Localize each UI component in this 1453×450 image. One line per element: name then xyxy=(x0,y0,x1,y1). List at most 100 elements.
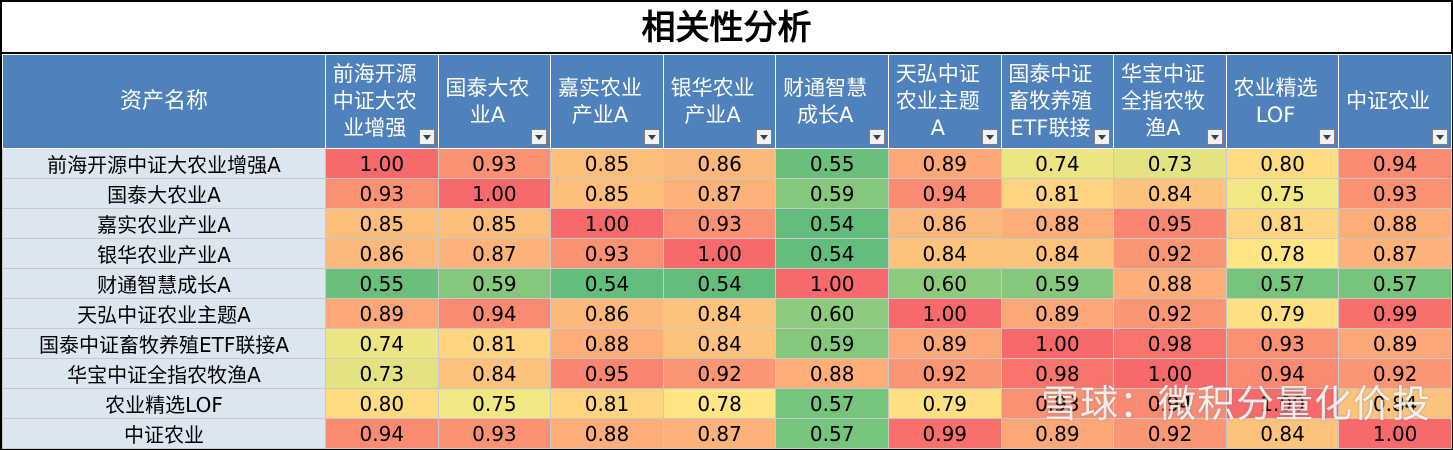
heatmap-cell: 0.84 xyxy=(1338,388,1452,419)
heatmap-cell: 0.92 xyxy=(662,358,777,389)
table-row: 银华农业产业A 0.86 0.87 0.93 1.00 0.54 0.84 0.84 0.92 0… xyxy=(2,238,1452,269)
asset-name-header: 资产名称 xyxy=(2,54,326,149)
row-label: 农业精选LOF xyxy=(2,388,326,419)
heatmap-cell: 0.84 xyxy=(887,238,1002,269)
heatmap-cell: 0.80 xyxy=(1225,148,1340,179)
heatmap-cell: 0.88 xyxy=(550,418,664,449)
filter-dropdown-icon[interactable] xyxy=(418,129,435,145)
heatmap-cell: 0.92 xyxy=(887,358,1002,389)
heatmap-cell: 0.59 xyxy=(775,328,889,359)
heatmap-cell: 0.87 xyxy=(662,178,777,209)
heatmap-cell: 0.60 xyxy=(887,268,1002,299)
column-header: 国泰中证畜牧养殖ETF联接 xyxy=(1000,54,1115,149)
heatmap-cell: 0.86 xyxy=(662,148,777,179)
column-header: 国泰大农业A xyxy=(437,54,552,149)
heatmap-cell: 0.87 xyxy=(1338,238,1452,269)
heatmap-cell: 0.74 xyxy=(325,328,439,359)
heatmap-cell: 0.86 xyxy=(325,238,439,269)
heatmap-cell: 0.89 xyxy=(1000,418,1115,449)
heatmap-cell: 1.00 xyxy=(437,178,552,209)
filter-dropdown-icon[interactable] xyxy=(868,129,885,145)
heatmap-cell: 0.89 xyxy=(325,298,439,329)
row-label: 前海开源中证大农业增强A xyxy=(2,148,326,179)
heatmap-cell: 0.98 xyxy=(1113,328,1227,359)
column-header-label: 国泰中证畜牧养殖ETF联接 xyxy=(1008,62,1093,140)
filter-dropdown-icon[interactable] xyxy=(531,129,548,145)
filter-dropdown-icon[interactable] xyxy=(1206,129,1223,145)
heatmap-cell: 0.93 xyxy=(662,208,777,239)
heatmap-cell: 0.93 xyxy=(437,148,552,179)
heatmap-cell: 0.55 xyxy=(325,268,439,299)
heatmap-cell: 0.79 xyxy=(887,388,1002,419)
heatmap-cell: 0.57 xyxy=(1225,268,1340,299)
filter-dropdown-icon[interactable] xyxy=(981,129,998,145)
heatmap-cell: 0.94 xyxy=(1225,358,1340,389)
heatmap-cell: 0.86 xyxy=(550,298,664,329)
heatmap-cell: 0.84 xyxy=(662,328,777,359)
heatmap-cell: 0.84 xyxy=(1113,178,1227,209)
table-row: 财通智慧成长A 0.55 0.59 0.54 0.54 1.00 0.60 0.59 0.88 0… xyxy=(2,268,1452,299)
heatmap-cell: 0.93 xyxy=(325,178,439,209)
table-row: 嘉实农业产业A 0.85 0.85 1.00 0.93 0.54 0.86 0.88 0.95 0… xyxy=(2,208,1452,239)
filter-dropdown-icon[interactable] xyxy=(1094,129,1111,145)
heatmap-cell: 0.84 xyxy=(1225,418,1340,449)
heatmap-cell: 0.59 xyxy=(437,268,552,299)
table-row: 国泰中证畜牧养殖ETF联接A 0.74 0.81 0.88 0.84 0.59 0.89 1.… xyxy=(2,328,1452,359)
heatmap-cell: 0.81 xyxy=(437,328,552,359)
heatmap-cell: 1.00 xyxy=(1113,358,1227,389)
heatmap-cell: 0.73 xyxy=(325,358,439,389)
column-header: 华宝中证全指农牧渔A xyxy=(1113,54,1227,149)
column-header-label: 财通智慧成长A xyxy=(783,75,868,127)
heatmap-cell: 0.94 xyxy=(887,178,1002,209)
row-label: 财通智慧成长A xyxy=(2,268,326,299)
heatmap-cell: 0.78 xyxy=(662,388,777,419)
table-row: 农业精选LOF 0.80 0.75 0.81 0.78 0.57 0.79 0.93 0.94 1… xyxy=(2,388,1452,419)
heatmap-cell: 1.00 xyxy=(1338,418,1452,449)
table-row: 华宝中证全指农牧渔A 0.73 0.84 0.95 0.92 0.88 0.92 0.98 1.… xyxy=(2,358,1452,389)
heatmap-cell: 0.89 xyxy=(887,148,1002,179)
column-header-label: 农业精选LOF xyxy=(1233,75,1318,127)
heatmap-cell: 0.80 xyxy=(325,388,439,419)
heatmap-cell: 0.74 xyxy=(1000,148,1115,179)
heatmap-cell: 0.94 xyxy=(437,298,552,329)
table-row: 天弘中证农业主题A 0.89 0.94 0.86 0.84 0.60 1.00 0.89 0.9… xyxy=(2,298,1452,329)
column-header-label: 嘉实农业产业A xyxy=(557,75,642,127)
heatmap-cell: 0.88 xyxy=(550,328,664,359)
column-header-label: 国泰大农业A xyxy=(445,75,530,127)
heatmap-cell: 0.94 xyxy=(1113,388,1227,419)
row-label: 嘉实农业产业A xyxy=(2,208,326,239)
filter-dropdown-icon[interactable] xyxy=(1431,129,1448,145)
column-header: 天弘中证农业主题A xyxy=(887,54,1002,149)
heatmap-cell: 0.88 xyxy=(1113,268,1227,299)
heatmap-cell: 1.00 xyxy=(887,298,1002,329)
heatmap-cell: 0.95 xyxy=(550,358,664,389)
heatmap-cell: 0.89 xyxy=(887,328,1002,359)
heatmap-cell: 0.93 xyxy=(437,418,552,449)
column-header-label: 华宝中证全指农牧渔A xyxy=(1120,62,1205,140)
filter-dropdown-icon[interactable] xyxy=(643,129,660,145)
column-header: 银华农业产业A xyxy=(662,54,777,149)
heatmap-cell: 0.89 xyxy=(1000,298,1115,329)
heatmap-cell: 0.92 xyxy=(1338,358,1452,389)
heatmap-cell: 0.57 xyxy=(775,418,889,449)
row-label: 国泰中证畜牧养殖ETF联接A xyxy=(2,328,326,359)
heatmap-cell: 0.84 xyxy=(1000,238,1115,269)
row-label: 中证农业 xyxy=(2,418,326,449)
filter-dropdown-icon[interactable] xyxy=(1319,129,1336,145)
heatmap-cell: 1.00 xyxy=(1225,388,1340,419)
page-title: 相关性分析 xyxy=(2,2,1451,54)
header-row: 资产名称 前海开源中证大农业增强 国泰大农业A 嘉实农业产业A 银华农业产业A 财通智慧… xyxy=(2,54,1452,149)
heatmap-cell: 0.85 xyxy=(437,208,552,239)
heatmap-cell: 0.88 xyxy=(775,358,889,389)
column-header: 财通智慧成长A xyxy=(775,54,889,149)
heatmap-cell: 0.55 xyxy=(775,148,889,179)
heatmap-cell: 0.79 xyxy=(1225,298,1340,329)
heatmap-cell: 0.85 xyxy=(550,178,664,209)
heatmap-cell: 0.95 xyxy=(1113,208,1227,239)
heatmap-cell: 0.85 xyxy=(325,208,439,239)
heatmap-cell: 1.00 xyxy=(325,148,439,179)
heatmap-cell: 0.85 xyxy=(550,148,664,179)
filter-dropdown-icon[interactable] xyxy=(756,129,773,145)
heatmap-cell: 0.75 xyxy=(437,388,552,419)
